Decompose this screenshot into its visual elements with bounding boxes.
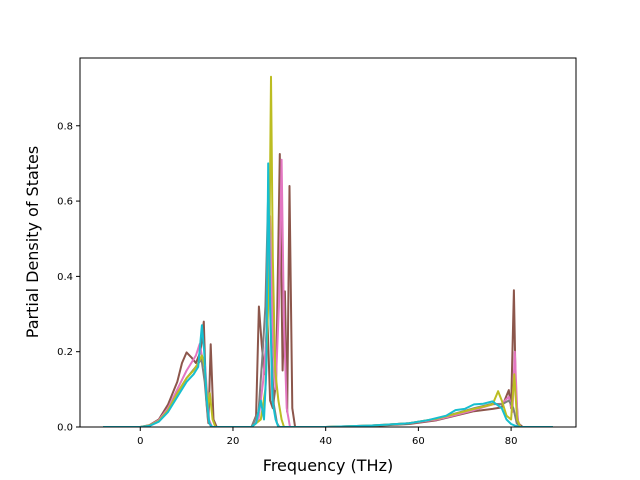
x-tick-label: 80 [505,436,518,447]
y-tick-label: 0.2 [57,347,73,358]
x-tick-label: 20 [227,436,240,447]
y-axis-label: Partial Density of States [23,146,42,338]
y-tick-label: 0.0 [57,423,73,434]
y-tick-label: 0.6 [57,197,73,208]
y-tick-label: 0.4 [57,272,73,283]
x-axis: 0 20 40 60 80 [137,427,517,447]
series-layer [103,75,553,427]
plot-area [79,57,577,428]
x-tick-label: 60 [412,436,425,447]
x-tick-label: 0 [137,436,143,447]
series-line-5 [103,162,553,427]
series-line-1 [103,153,553,427]
y-tick-label: 0.8 [57,121,73,132]
y-axis: 0.0 0.2 0.4 0.6 0.8 [57,121,80,434]
plot-frame [79,57,577,428]
x-tick-label: 40 [319,436,332,447]
series-line-4 [103,75,553,427]
x-axis-label: Frequency (THz) [263,456,393,475]
